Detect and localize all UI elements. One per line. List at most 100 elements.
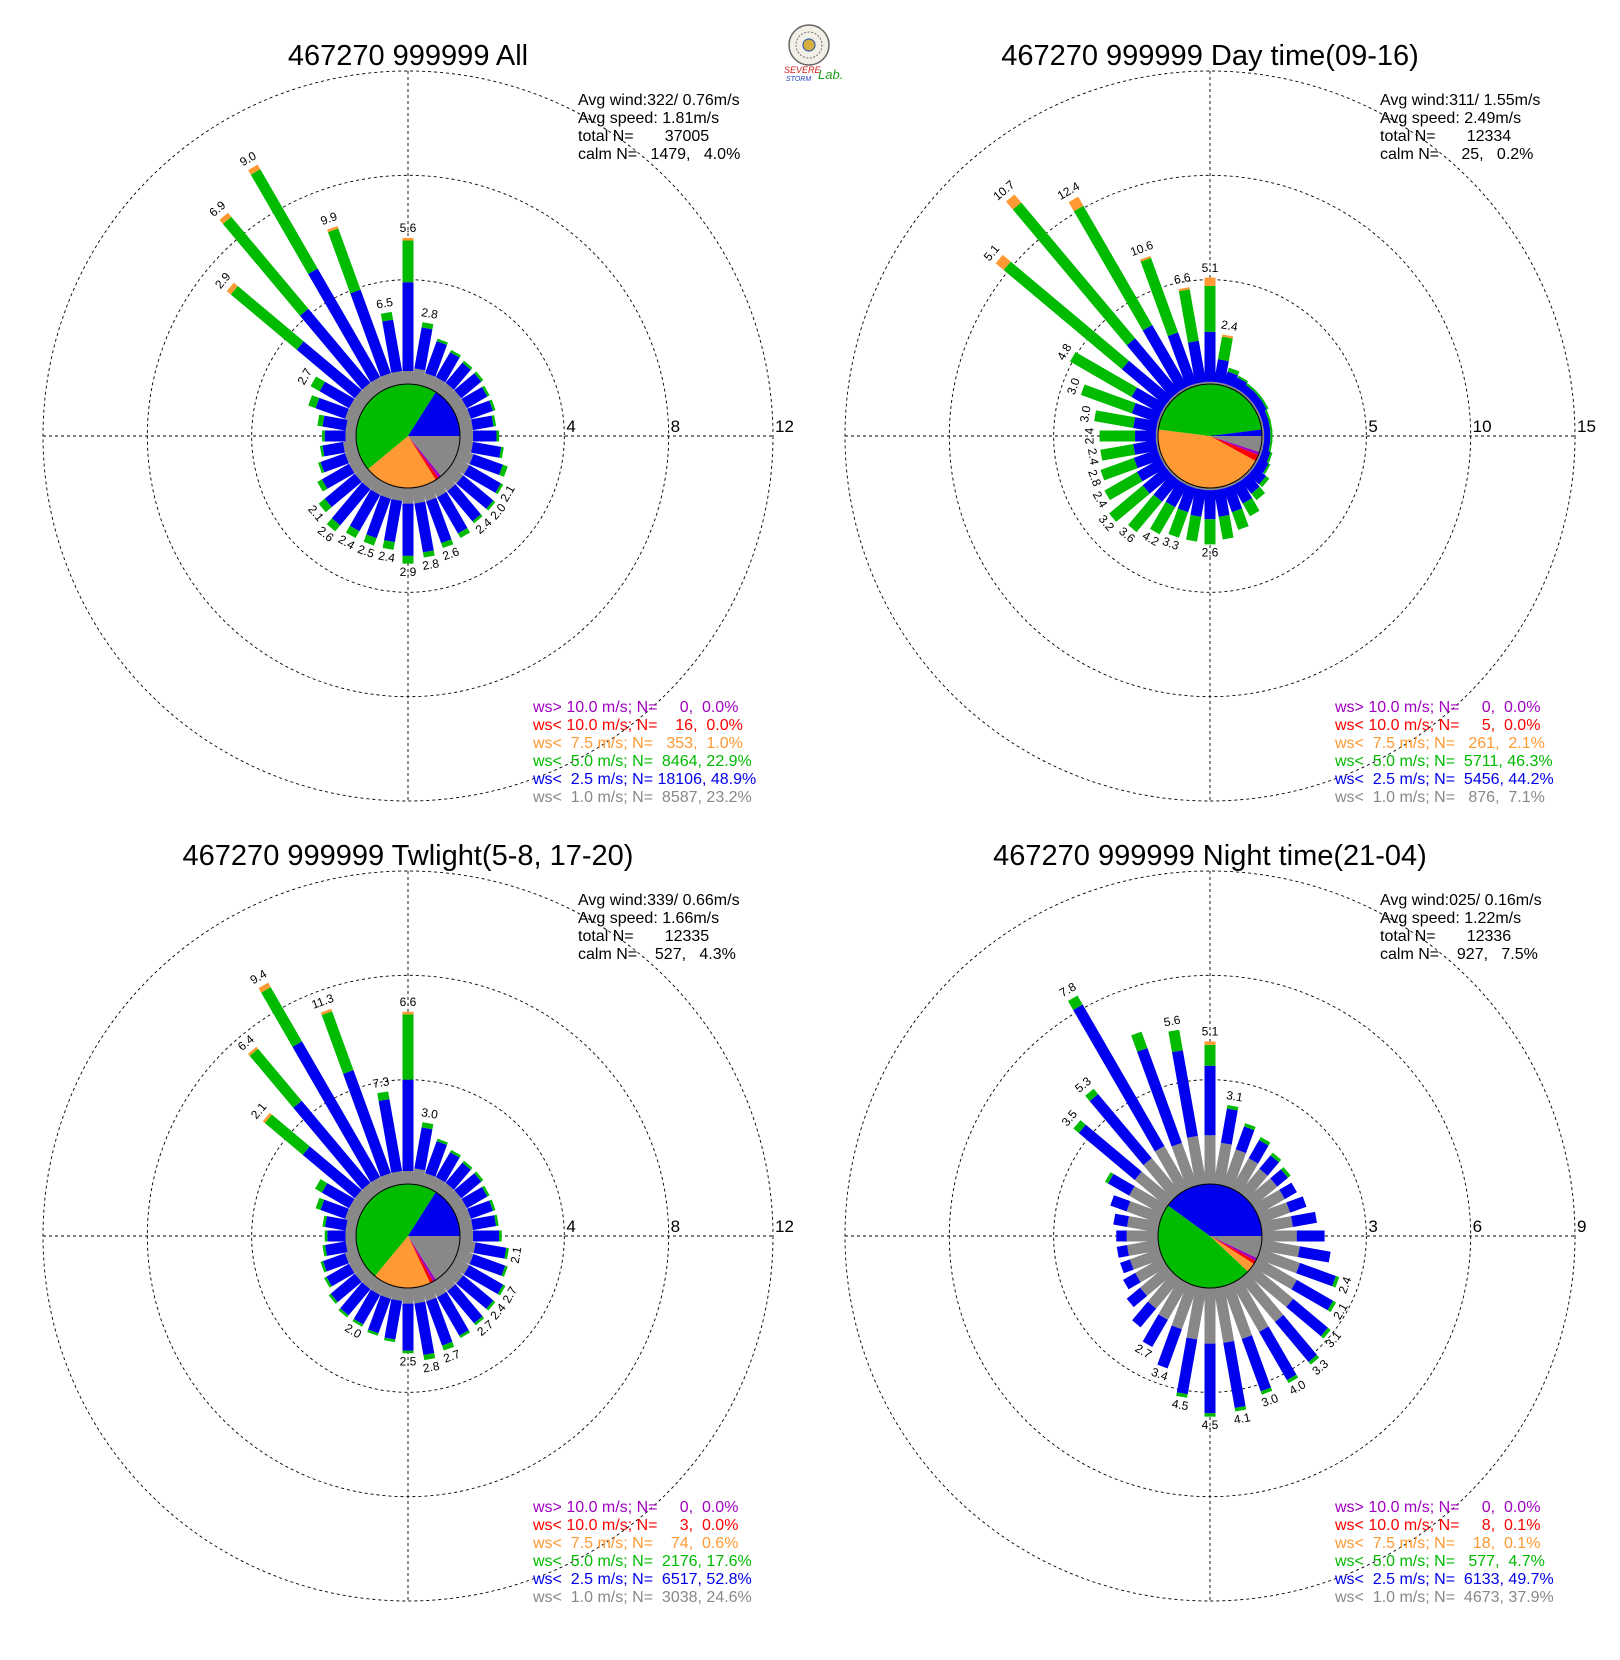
pie-slice [367, 436, 436, 489]
ring-tick-label: 8 [671, 1217, 680, 1236]
wind-bar-segment [328, 1293, 338, 1304]
wind-bar-segment [361, 382, 379, 400]
wind-bar-segment [1327, 1300, 1337, 1312]
logo-text-storm: STORM [786, 76, 811, 83]
wind-bar-segment [1142, 466, 1173, 494]
speed-legend: ws> 10.0 m/s; N= 0, 0.0%ws< 10.0 m/s; N=… [532, 699, 756, 806]
wind-bar-segment [370, 478, 387, 496]
calm-pie [355, 383, 461, 489]
stats-line: Avg wind:025/ 0.16m/s [1380, 892, 1542, 909]
wind-bar-segment [414, 327, 433, 371]
wind-bar-segment [454, 1248, 474, 1265]
bar-value-label: 6.6 [1173, 270, 1192, 287]
wind-bar-segment [1258, 410, 1269, 423]
wind-bar-segment [1254, 390, 1263, 401]
pie-slice [408, 1236, 436, 1282]
bar-value-label: 2.4 [1085, 447, 1102, 466]
wind-bar-segment [1240, 473, 1260, 494]
bar-value-label: 2.9 [400, 565, 417, 579]
wind-bar-segment [1126, 338, 1180, 399]
wind-bar-segment [425, 497, 452, 544]
pie-outline [1157, 1183, 1263, 1289]
wind-bar-segment [331, 482, 371, 526]
pie-slice [1210, 436, 1260, 456]
bar-value-label: 2.5 [356, 542, 377, 561]
wind-bar-segment [1116, 1245, 1129, 1258]
stats-line: calm N= 25, 0.2% [1380, 146, 1533, 163]
wind-bar-segment [248, 164, 261, 175]
wind-bar-segment [1171, 1142, 1198, 1190]
wind-bar-segment [258, 982, 271, 993]
pie-slice [1210, 429, 1262, 436]
wind-bar-segment [293, 1100, 371, 1190]
logo-text-lab: Lab. [818, 67, 843, 82]
wind-bar-segment [1213, 359, 1229, 384]
wind-bar-segment [1259, 475, 1270, 488]
wind-bar-segment [420, 482, 437, 502]
wind-bar-segment [219, 212, 232, 224]
wind-bar-segment [247, 1046, 259, 1056]
wind-bar-segment [326, 1263, 355, 1287]
wind-bar-segment [1239, 1272, 1284, 1322]
wind-bar-segment [315, 397, 349, 419]
wind-bar-segment [345, 1239, 358, 1253]
wind-bar-segment [308, 268, 381, 383]
wind-bar-segment [354, 465, 372, 483]
stats-line: calm N= 1479, 4.0% [578, 146, 740, 163]
wind-bar-segment [367, 1329, 379, 1336]
wind-bar-segment [310, 376, 326, 392]
wind-bar-segment [319, 381, 355, 409]
bar-value-label: 2.6 [1202, 546, 1219, 560]
wind-bar-segment [261, 987, 302, 1047]
wind-bar-segment [1291, 1211, 1317, 1227]
wind-bar-segment [348, 457, 366, 474]
wind-bar-segment [1104, 471, 1143, 501]
legend-entry: ws< 7.5 m/s; N= 18, 0.1% [1334, 1535, 1540, 1552]
wind-bar-segment [326, 518, 341, 532]
bar-value-label: 2.4 [1220, 317, 1239, 334]
wind-bar-segment [353, 1289, 381, 1325]
wind-bar-segment [1147, 1272, 1181, 1309]
pie-slice [1210, 1236, 1262, 1259]
wind-bar-segment [1073, 1004, 1165, 1152]
legend-entry: ws< 1.0 m/s; N= 8587, 23.2% [532, 789, 752, 806]
wind-bar-segment [486, 500, 496, 511]
pie-slice [408, 1192, 460, 1236]
pie-slice [408, 436, 442, 479]
wind-bar-segment [361, 1182, 379, 1200]
wind-bar-segment [327, 228, 361, 294]
wind-bar-segment [1158, 1278, 1189, 1320]
pie-slice [408, 392, 460, 436]
wind-bar-segment [322, 1253, 349, 1272]
stats-line: total N= 12335 [578, 928, 709, 945]
wind-bar-segment [1247, 391, 1262, 406]
ring-tick-label: 12 [775, 417, 794, 436]
wind-bar-segment [1223, 1341, 1246, 1409]
pie-outline [355, 1183, 461, 1289]
wind-bar-segment [472, 514, 483, 524]
wind-bar-segment [471, 1215, 497, 1231]
wind-bar-segment [354, 1265, 372, 1283]
wind-bar-segment [1157, 1325, 1182, 1369]
wind-bar-segment [1133, 439, 1158, 455]
wind-bar-segment [442, 1341, 455, 1351]
wind-bar-segment [471, 415, 494, 431]
ring-tick-label: 9 [1577, 1217, 1586, 1236]
wind-bar-segment [481, 385, 490, 397]
wind-bar-segment [1320, 1327, 1331, 1339]
wind-bar-segment [1220, 1108, 1238, 1145]
wind-bar-segment [1123, 1272, 1141, 1290]
wind-bar-segment [1286, 1374, 1299, 1384]
bar-value-label: 3.0 [420, 1105, 439, 1122]
wind-bar-segment [345, 419, 358, 433]
wind-bar-segment [1108, 1173, 1135, 1196]
range-ring [1053, 279, 1367, 593]
wind-bar-segment [411, 1286, 426, 1304]
wind-bar-segment [467, 400, 494, 419]
wind-bar-segment [1085, 1088, 1099, 1102]
wind-bar-segment [474, 1171, 484, 1182]
wind-bar-segment [1153, 473, 1180, 502]
legend-entry: ws< 5.0 m/s; N= 5711, 46.3% [1334, 753, 1553, 770]
wind-bar-segment [447, 484, 481, 522]
